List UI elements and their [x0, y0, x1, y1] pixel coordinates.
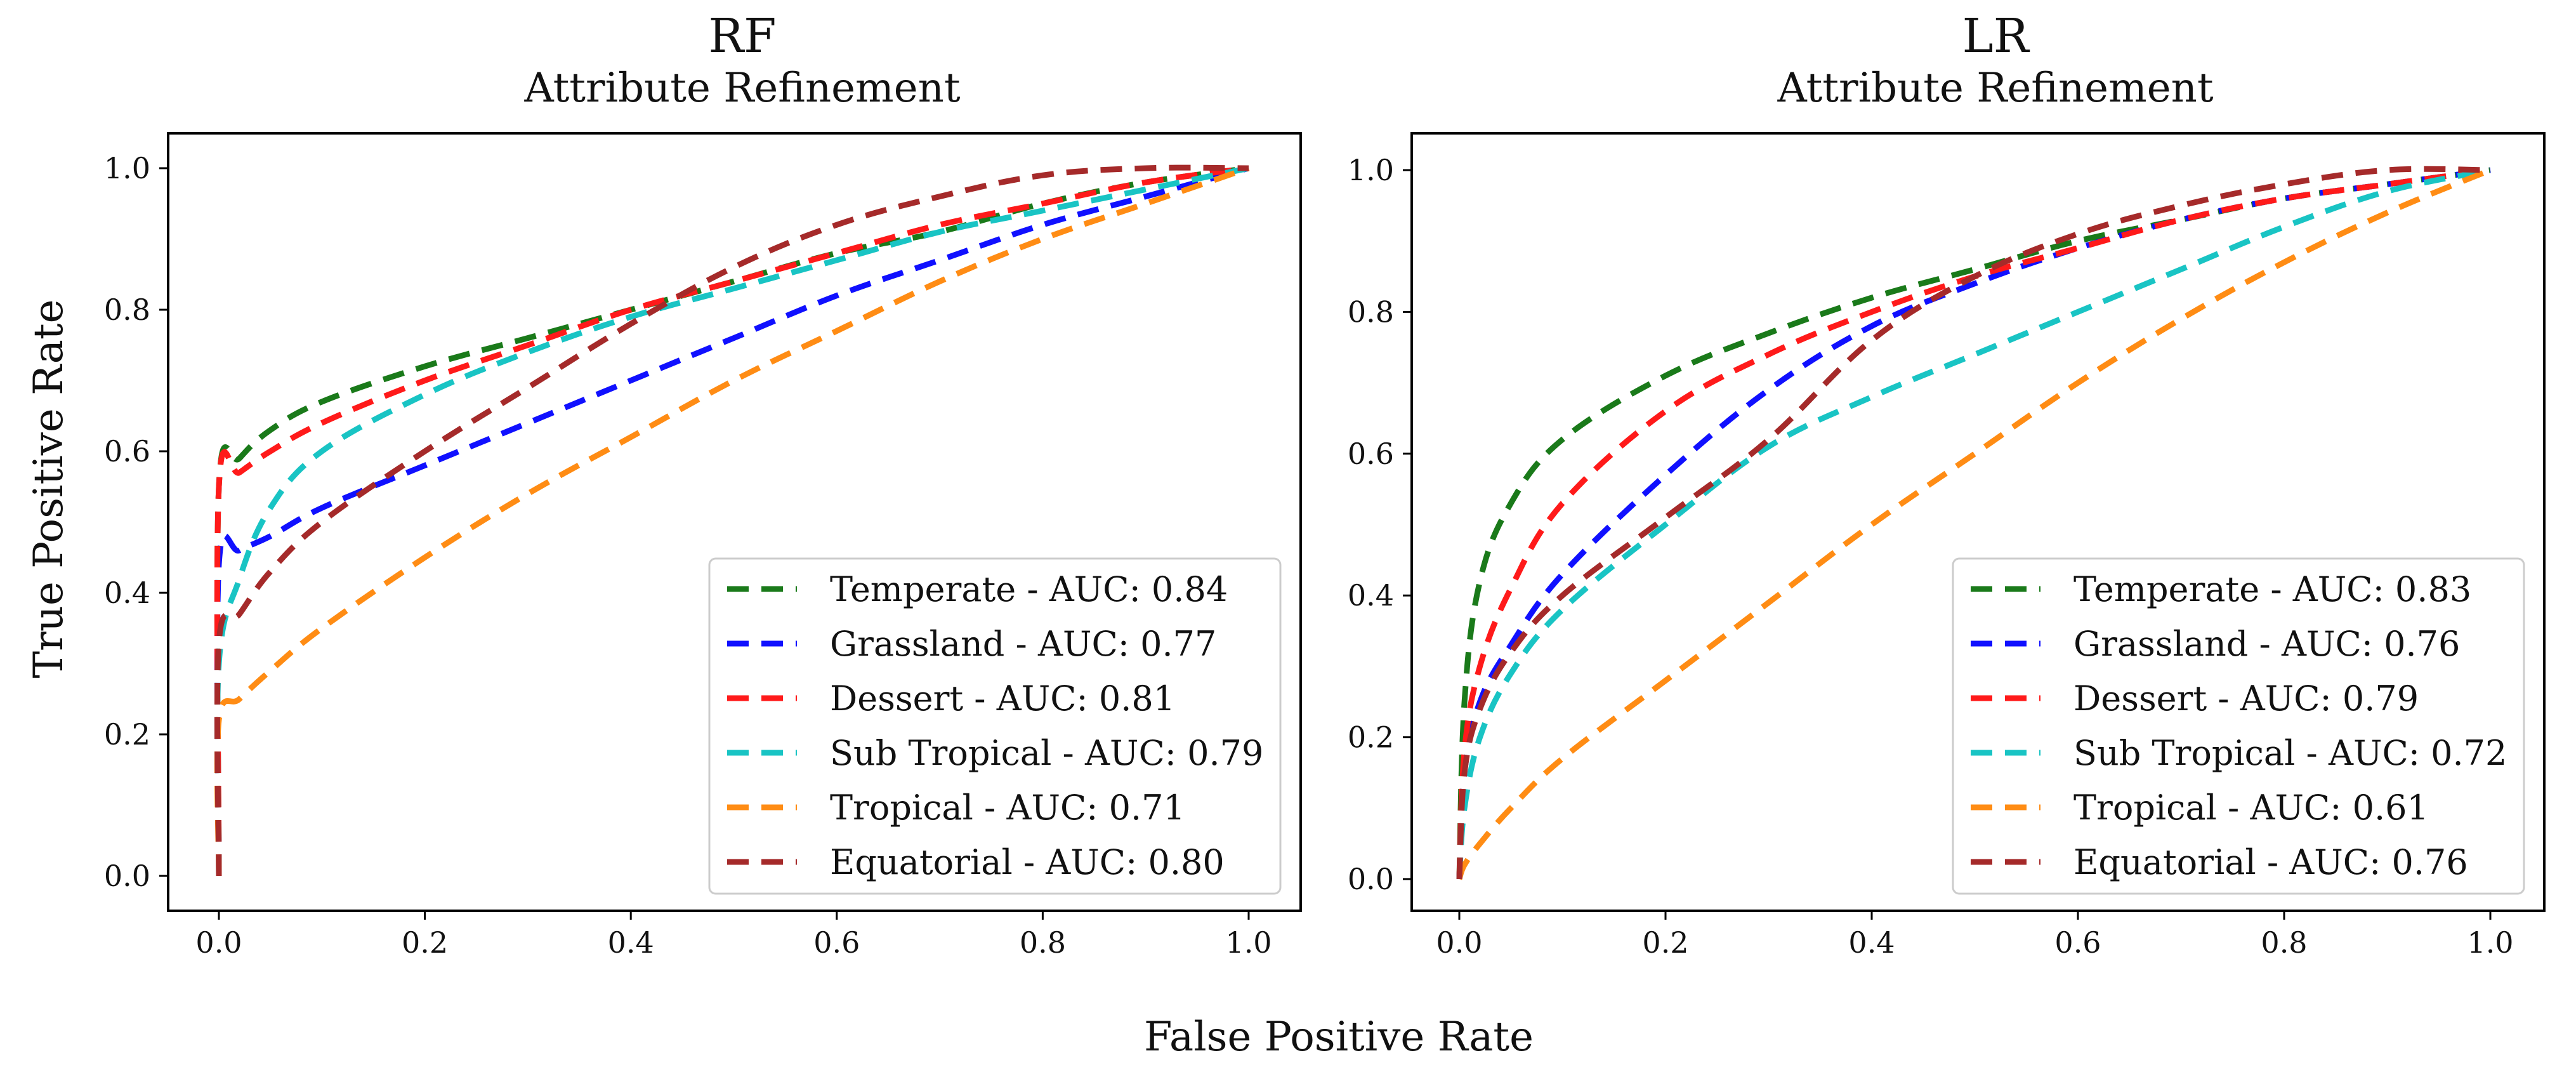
rf-curve-sub-tropical — [214, 165, 1249, 877]
lr-ytick-label: 0.0 — [1348, 862, 1394, 896]
rf-legend-label-tropical: Tropical - AUC: 0.71 — [830, 788, 1185, 828]
lr-legend-label-temperate: Temperate - AUC: 0.83 — [2073, 569, 2471, 609]
lr-xtick-label: 1.0 — [2467, 925, 2513, 960]
lr-panel: LR Attribute Refinement 0.0 0.2 0.4 0.6 0.8 1… — [1348, 9, 2546, 960]
rf-ytick-label: 0.2 — [104, 717, 150, 751]
rf-legend-label-grassland: Grassland - AUC: 0.77 — [830, 624, 1216, 664]
rf-xtick-label: 0.6 — [813, 925, 860, 960]
lr-legend-label-grassland: Grassland - AUC: 0.76 — [2073, 624, 2460, 664]
rf-xtick-label: 1.0 — [1225, 925, 1272, 960]
rf-legend-label-equatorial: Equatorial - AUC: 0.80 — [830, 842, 1225, 882]
rf-chart-subtitle: Attribute Refinement — [523, 65, 960, 112]
lr-legend-label-dessert: Dessert - AUC: 0.79 — [2073, 679, 2419, 718]
rf-xtick-label: 0.4 — [608, 925, 654, 960]
rf-panel: RF Attribute Refinement 0.0 0.2 0.4 0.6 0.8 1… — [104, 9, 1302, 960]
rf-legend-label-dessert: Dessert - AUC: 0.81 — [830, 679, 1175, 718]
lr-plot-frame — [1410, 132, 2546, 912]
lr-legend: Temperate - AUC: 0.83 Grassland - AUC: 0.… — [1952, 557, 2525, 895]
lr-legend-box — [1952, 557, 2525, 895]
rf-legend-box — [708, 557, 1282, 895]
lr-ytick-label: 0.6 — [1348, 437, 1394, 471]
rf-curve-equatorial — [214, 164, 1249, 877]
rf-xtick-label: 0.0 — [195, 925, 242, 960]
lr-xtick-label: 0.8 — [2261, 925, 2307, 960]
lr-curve-dessert — [1456, 167, 2491, 880]
lr-xtick-label: 0.6 — [2054, 925, 2101, 960]
y-axis-label: True Positive Rate — [25, 300, 72, 679]
lr-ytick-label: 0.8 — [1348, 295, 1394, 329]
rf-ytick-label: 0.6 — [104, 434, 150, 468]
rf-curves — [214, 164, 1250, 877]
lr-xtick-label: 0.4 — [1848, 925, 1895, 960]
rf-legend-label-sub-tropical: Sub Tropical - AUC: 0.79 — [830, 733, 1263, 773]
lr-xtick-label: 0.2 — [1642, 925, 1688, 960]
lr-chart-subtitle: Attribute Refinement — [1777, 65, 2213, 112]
rf-chart-title: RF — [708, 9, 776, 63]
rf-ytick-label: 1.0 — [104, 151, 150, 185]
lr-axis-ticks: 0.0 0.2 0.4 0.6 0.8 1.0 0.0 0.2 0.4 0.6 0.8 1.0 — [1348, 153, 2514, 960]
rf-legend: Temperate - AUC: 0.84 Grassland - AUC: 0.… — [708, 557, 1282, 895]
lr-legend-label-equatorial: Equatorial - AUC: 0.76 — [2073, 842, 2468, 882]
lr-curves — [1456, 166, 2492, 880]
rf-ytick-label: 0.4 — [104, 576, 150, 610]
rf-xtick-label: 0.2 — [402, 925, 448, 960]
lr-legend-label-sub-tropical: Sub Tropical - AUC: 0.72 — [2073, 733, 2507, 773]
lr-curve-equatorial — [1456, 166, 2491, 880]
lr-legend-label-tropical: Tropical - AUC: 0.61 — [2073, 788, 2429, 828]
rf-ytick-label: 0.8 — [104, 293, 150, 327]
rf-curve-tropical — [214, 165, 1250, 877]
rf-legend-label-temperate: Temperate - AUC: 0.84 — [830, 569, 1228, 609]
rf-ytick-label: 0.0 — [104, 859, 150, 893]
lr-curve-sub-tropical — [1456, 167, 2491, 880]
lr-chart-title: LR — [1962, 9, 2030, 63]
lr-ytick-label: 1.0 — [1348, 153, 1394, 187]
rf-curve-dessert — [214, 165, 1249, 877]
x-axis-label: False Positive Rate — [1144, 1014, 1534, 1061]
lr-curve-tropical — [1456, 167, 2492, 880]
rf-xtick-label: 0.8 — [1020, 925, 1066, 960]
rf-curve-grassland — [214, 165, 1250, 877]
rf-plot-frame — [167, 132, 1302, 912]
rf-axis-ticks: 0.0 0.2 0.4 0.6 0.8 1.0 0.0 0.2 0.4 0.6 0.8 1.0 — [104, 151, 1272, 960]
lr-ytick-label: 0.2 — [1348, 720, 1394, 755]
lr-xtick-label: 0.0 — [1436, 925, 1482, 960]
lr-ytick-label: 0.4 — [1348, 578, 1394, 612]
